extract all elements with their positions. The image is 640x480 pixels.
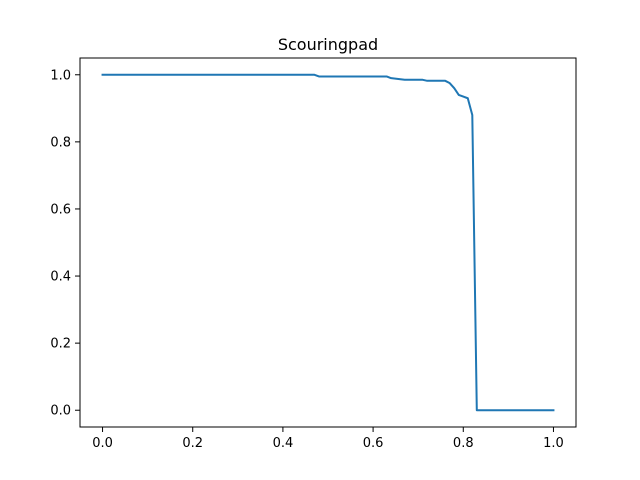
axes-frame bbox=[79, 57, 577, 428]
y-tick-label: 0.8 bbox=[50, 135, 71, 150]
y-tick-label: 0.0 bbox=[50, 404, 71, 419]
x-tick-label: 0.6 bbox=[363, 436, 384, 451]
plot-area bbox=[101, 73, 555, 412]
x-tick-label: 0.8 bbox=[453, 436, 474, 451]
x-tick-label: 0.2 bbox=[182, 436, 203, 451]
y-tick-label: 1.0 bbox=[50, 68, 71, 83]
x-tick-label: 0.4 bbox=[273, 436, 294, 451]
y-tick-label: 0.4 bbox=[50, 270, 71, 285]
x-tick-label: 1.0 bbox=[543, 436, 564, 451]
series-line-0 bbox=[101, 73, 555, 412]
x-tick-label: 0.0 bbox=[92, 436, 113, 451]
axes: 0.0 0.2 0.4 0.6 0.8 1.0 0.0 0.2 0.4 0.6 0.8 1.0 bbox=[50, 57, 577, 451]
y-tick-label: 0.2 bbox=[50, 337, 71, 352]
chart-title: Scouringpad bbox=[278, 35, 378, 54]
y-tick-label: 0.6 bbox=[50, 202, 71, 217]
